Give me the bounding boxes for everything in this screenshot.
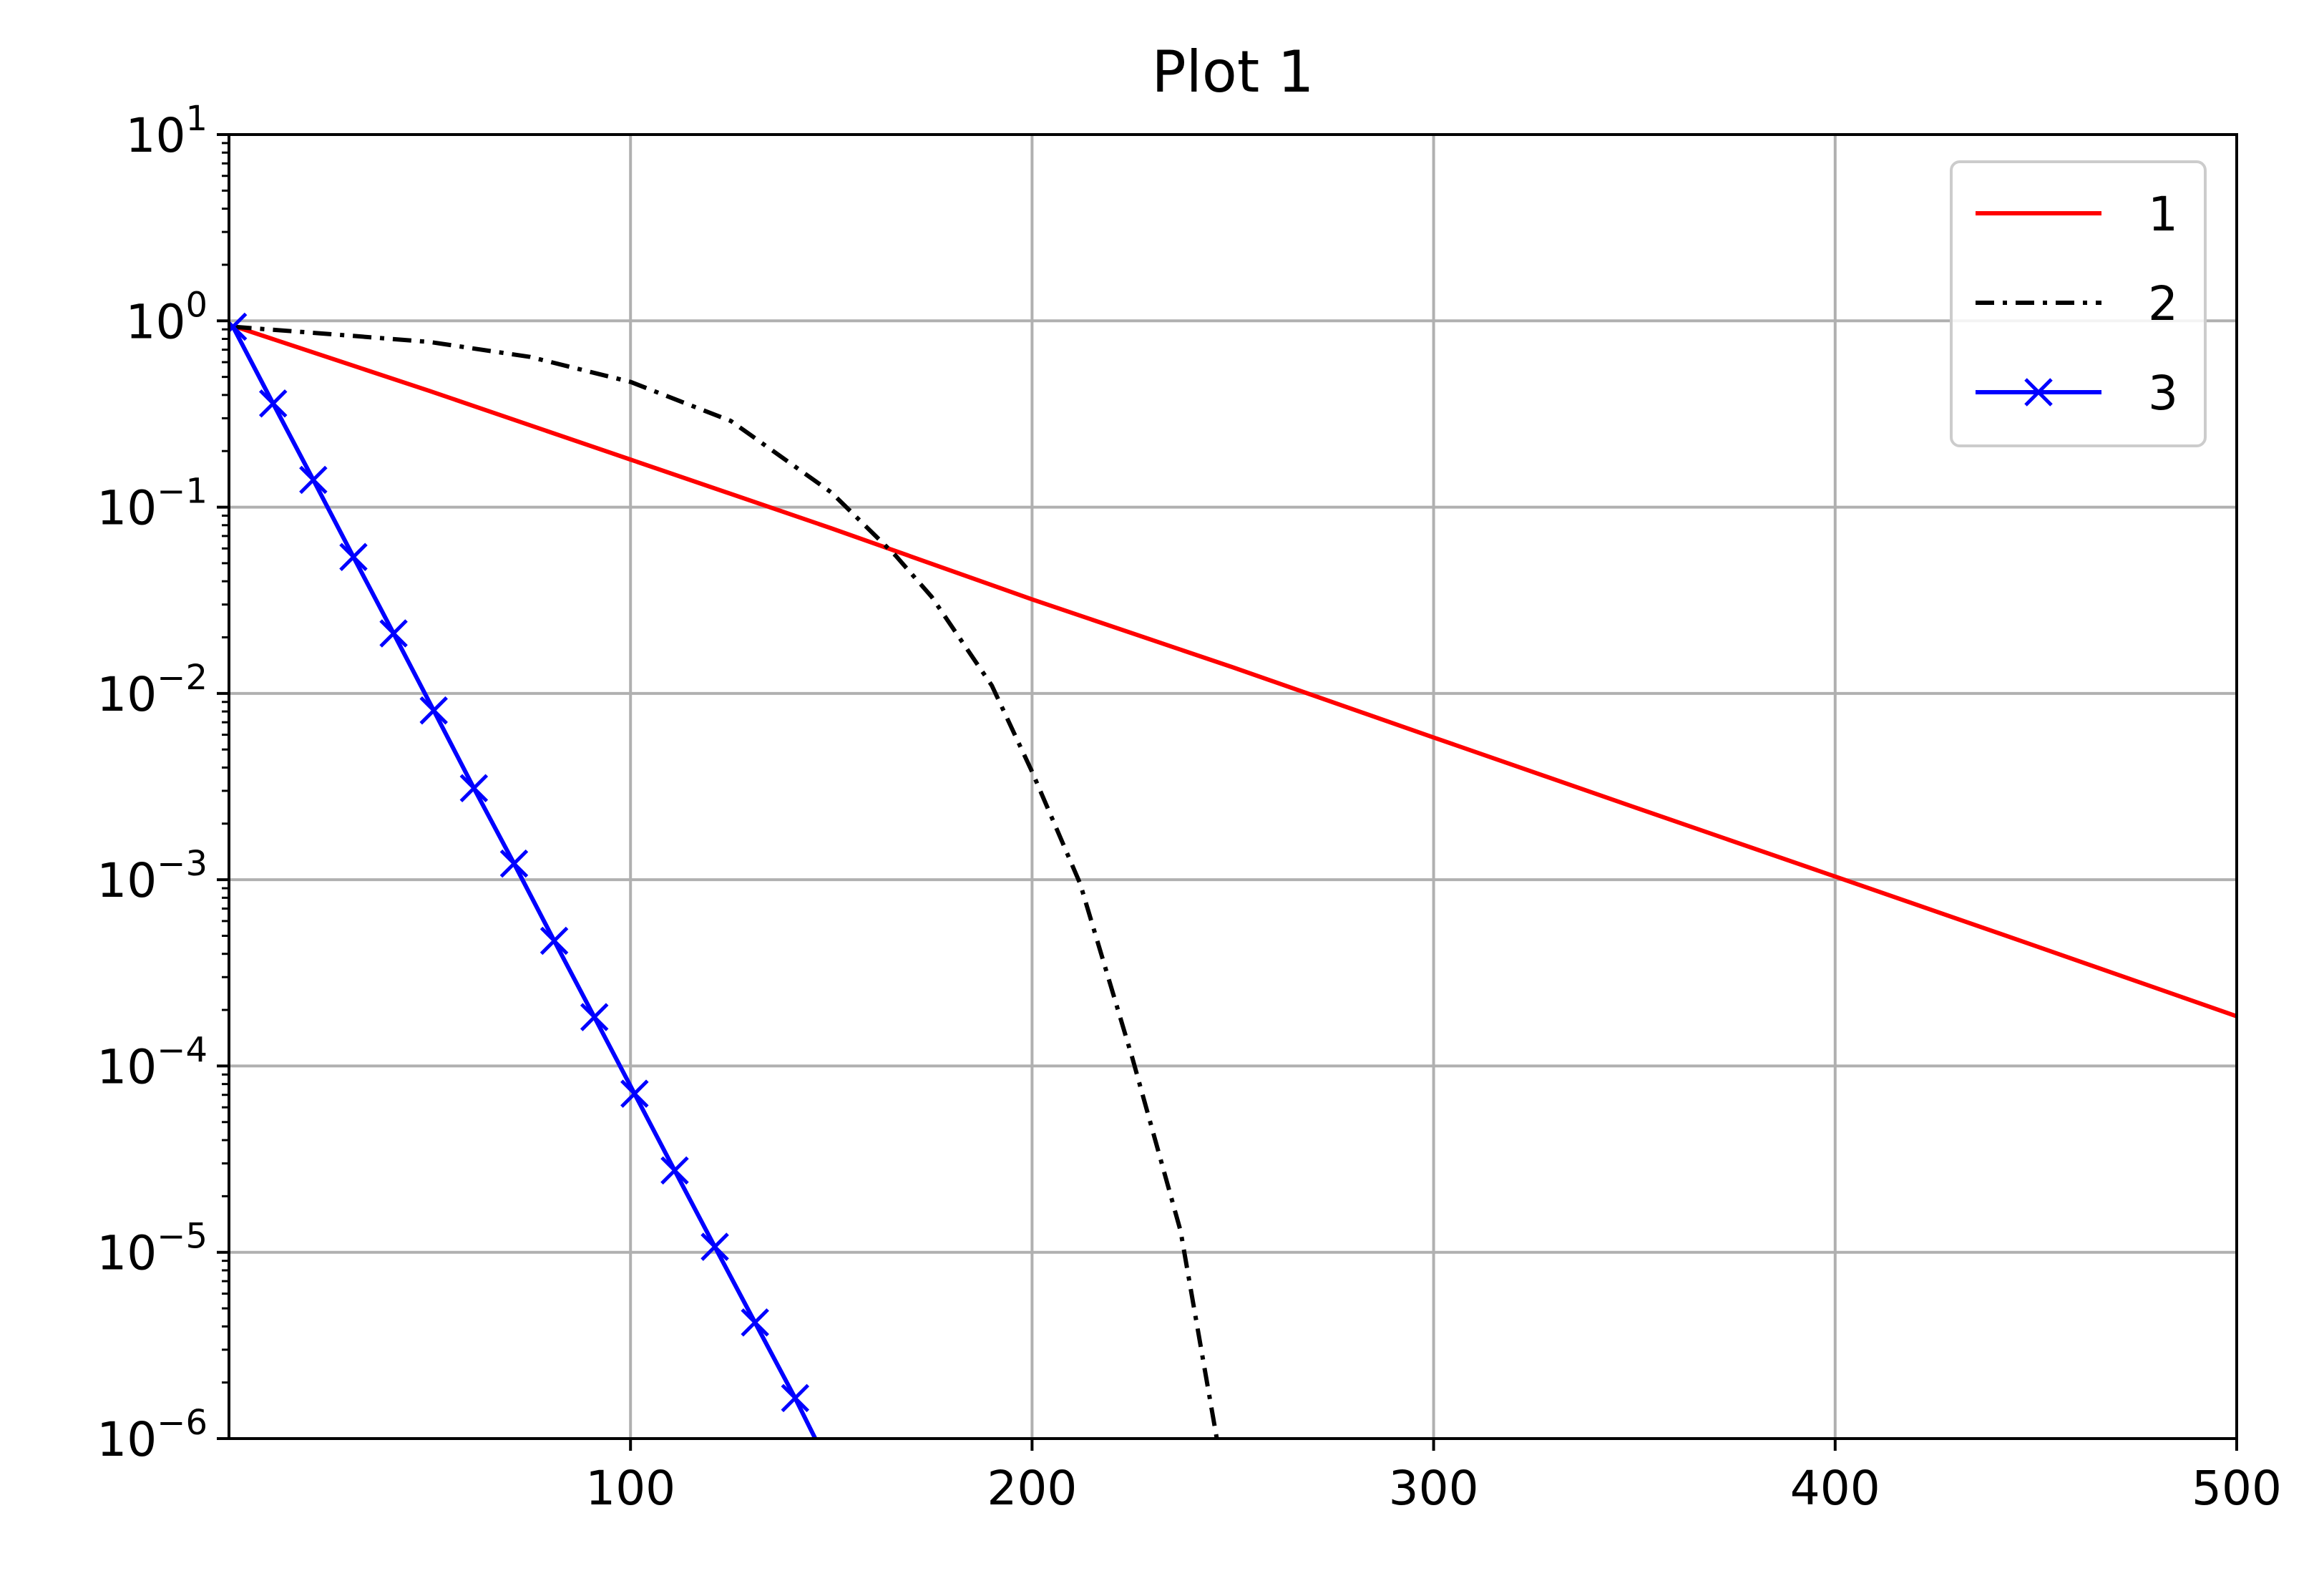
plot-area xyxy=(229,312,2237,1439)
x-tick-label: 200 xyxy=(987,1461,1077,1516)
legend-item-3: 3 xyxy=(1976,366,2178,421)
grid xyxy=(229,133,2238,1440)
legend-item-1: 1 xyxy=(1976,187,2178,242)
legend-label: 1 xyxy=(2148,187,2178,242)
series-1 xyxy=(232,324,2237,1018)
y-tick-label: 10−3 xyxy=(97,844,208,908)
series-marker-3 xyxy=(419,696,448,725)
series-marker-3 xyxy=(741,1308,769,1337)
series-marker-3 xyxy=(660,1156,689,1185)
series-marker-3 xyxy=(258,389,288,418)
y-tick-label: 100 xyxy=(125,285,208,349)
y-tick-label: 10−4 xyxy=(97,1030,208,1094)
y-tick-label: 10−5 xyxy=(97,1217,208,1281)
axis-ticks: 100 200 300 400 500 10−6 10−5 10−4 10−3 10−2 10−1 1… xyxy=(97,99,2282,1516)
series-marker-3 xyxy=(379,619,408,648)
series-marker-3 xyxy=(299,465,328,495)
series-line-2 xyxy=(233,324,1219,1439)
series-marker-3 xyxy=(499,849,529,878)
legend-item-2: 2 xyxy=(1976,276,2178,331)
series-marker-3 xyxy=(700,1232,729,1261)
legend: 1 2 3 xyxy=(1950,160,2207,447)
x-tick-label: 500 xyxy=(2192,1461,2282,1516)
series-marker-3 xyxy=(339,543,368,571)
series-marker-3 xyxy=(229,312,248,341)
legend-box xyxy=(1950,160,2207,447)
series-marker-3 xyxy=(580,1003,609,1031)
series-marker-3 xyxy=(781,1383,810,1413)
x-tick-label: 300 xyxy=(1389,1461,1479,1516)
legend-marker xyxy=(2024,378,2053,407)
series-3 xyxy=(229,312,818,1439)
series-marker-3 xyxy=(620,1079,649,1108)
y-tick-label: 10−6 xyxy=(97,1403,208,1467)
series-line-3 xyxy=(230,326,818,1439)
series-marker-3 xyxy=(540,926,569,955)
y-tick-label: 10−2 xyxy=(97,658,208,722)
x-tick-label: 100 xyxy=(585,1461,675,1516)
legend-label: 3 xyxy=(2148,366,2178,421)
y-tick-label: 10−1 xyxy=(97,472,208,536)
axes-frame xyxy=(228,133,2238,1440)
chart-title: Plot 1 xyxy=(1151,39,1314,105)
series-2 xyxy=(233,324,1219,1439)
series-marker-3 xyxy=(459,774,489,803)
x-tick-label: 400 xyxy=(1790,1461,1880,1516)
y-tick-label: 101 xyxy=(125,99,208,163)
legend-label: 2 xyxy=(2148,276,2178,331)
series-line-1 xyxy=(232,324,2237,1018)
